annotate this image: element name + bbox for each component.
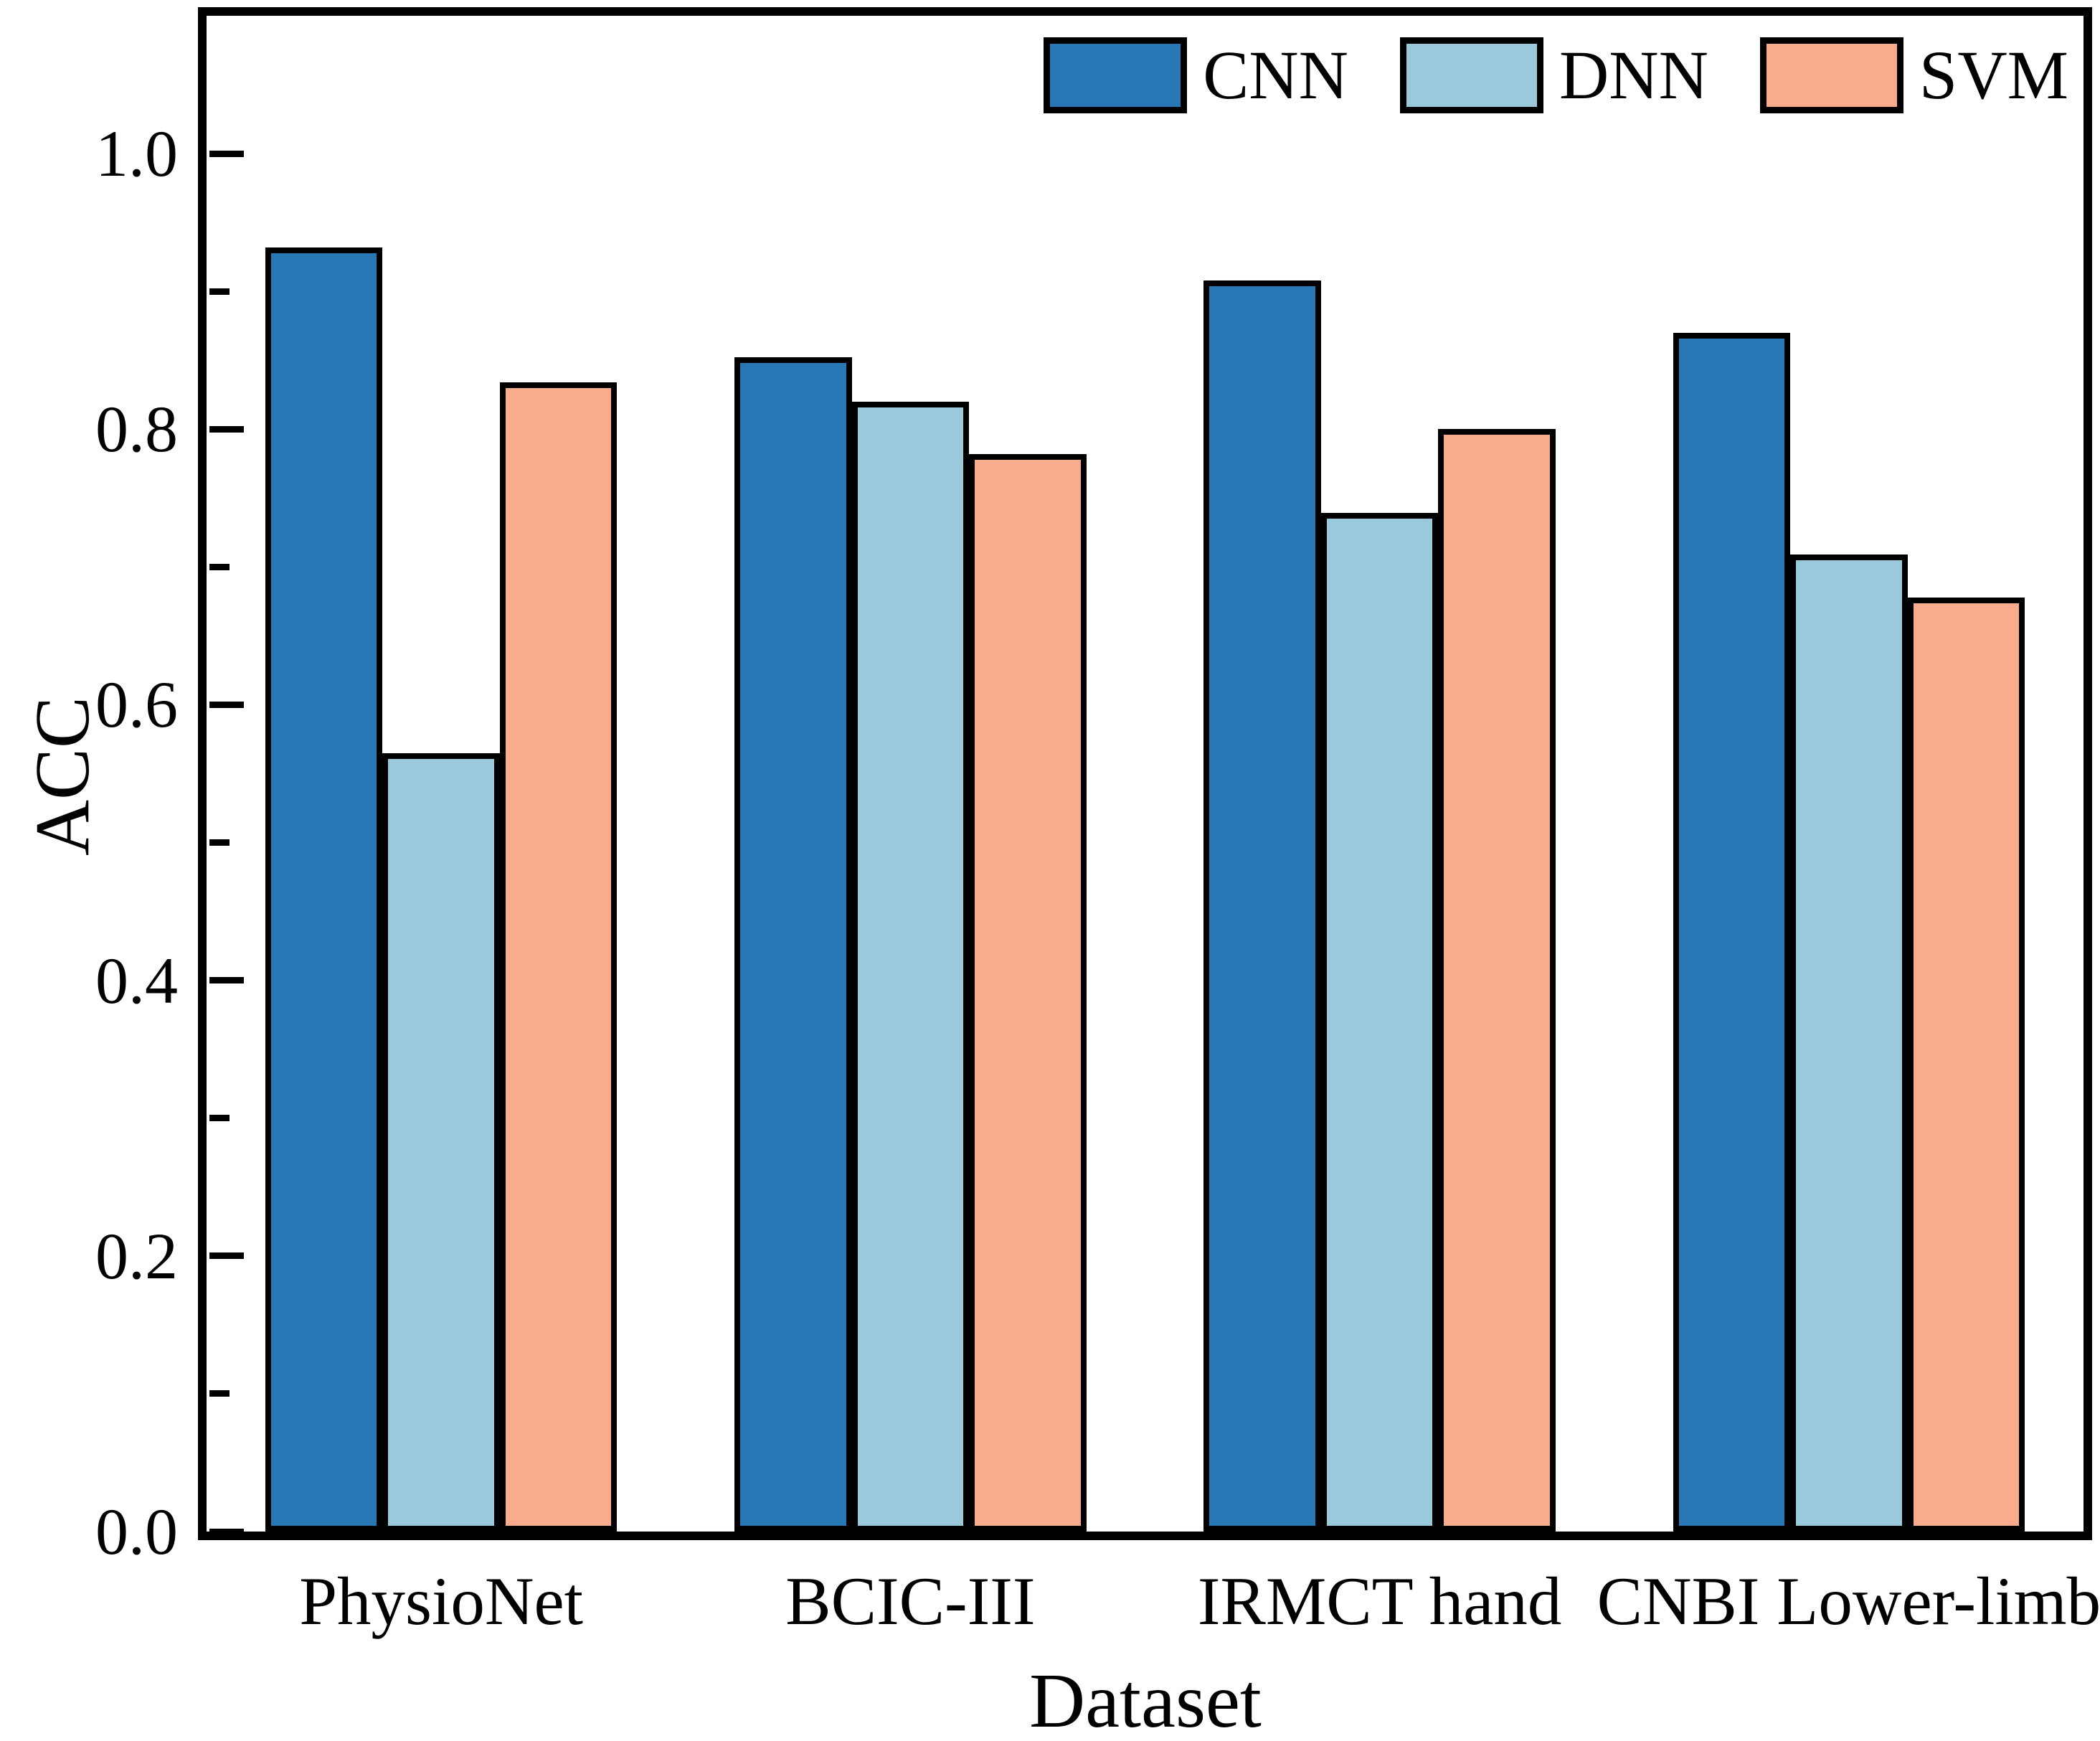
legend-entry-dnn: DNN bbox=[1399, 37, 1708, 113]
bar-dnn-3 bbox=[1790, 555, 1908, 1532]
x-tick-label: BCIC-III bbox=[785, 1563, 1036, 1639]
bar-svm-3 bbox=[1907, 597, 2025, 1532]
y-tick-label: 0.2 bbox=[95, 1219, 178, 1293]
legend: CNN DNN SVM bbox=[1044, 37, 2068, 113]
x-tick-label: PhysioNet bbox=[299, 1563, 584, 1639]
y-tick-label: 1.0 bbox=[95, 117, 178, 191]
legend-entry-svm: SVM bbox=[1759, 37, 2068, 113]
legend-swatch-dnn bbox=[1399, 37, 1543, 113]
y-minor-tick bbox=[209, 839, 230, 846]
y-major-tick bbox=[209, 150, 244, 157]
bar-dnn-2 bbox=[1320, 513, 1439, 1532]
bar-cnn-3 bbox=[1673, 332, 1791, 1532]
x-axis-title: Dataset bbox=[1029, 1659, 1262, 1741]
y-tick-label: 0.4 bbox=[95, 943, 178, 1017]
legend-label-cnn: CNN bbox=[1203, 37, 1348, 113]
y-minor-tick bbox=[209, 1390, 230, 1397]
bar-svm-2 bbox=[1438, 429, 1556, 1532]
bar-dnn-0 bbox=[382, 752, 500, 1532]
y-axis-title: ACC bbox=[20, 696, 105, 857]
legend-entry-cnn: CNN bbox=[1044, 37, 1348, 113]
y-tick-label: 0.6 bbox=[95, 668, 178, 742]
y-major-tick bbox=[209, 977, 244, 984]
y-minor-tick bbox=[209, 288, 230, 295]
legend-swatch-svm bbox=[1759, 37, 1903, 113]
y-tick-label: 0.0 bbox=[95, 1495, 178, 1568]
bar-cnn-2 bbox=[1203, 280, 1321, 1532]
legend-swatch-cnn bbox=[1044, 37, 1188, 113]
bar-svm-1 bbox=[969, 453, 1087, 1532]
y-minor-tick bbox=[209, 1115, 230, 1122]
x-tick-label: IRMCT hand bbox=[1197, 1563, 1562, 1639]
y-major-tick bbox=[209, 701, 244, 708]
legend-label-svm: SVM bbox=[1919, 37, 2068, 113]
bar-svm-0 bbox=[499, 382, 618, 1532]
y-major-tick bbox=[209, 425, 244, 433]
y-major-tick bbox=[209, 1252, 244, 1260]
y-tick-label: 0.8 bbox=[95, 392, 178, 466]
bar-dnn-1 bbox=[851, 401, 970, 1532]
legend-label-dnn: DNN bbox=[1559, 37, 1708, 113]
y-major-tick bbox=[209, 1528, 244, 1535]
bar-cnn-1 bbox=[734, 357, 852, 1532]
y-minor-tick bbox=[209, 563, 230, 570]
bar-cnn-0 bbox=[265, 247, 383, 1532]
x-tick-label: CNBI Lower-limb bbox=[1597, 1563, 2100, 1639]
